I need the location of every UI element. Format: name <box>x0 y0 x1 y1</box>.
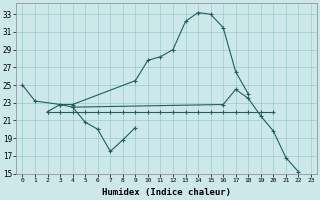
X-axis label: Humidex (Indice chaleur): Humidex (Indice chaleur) <box>102 188 231 197</box>
